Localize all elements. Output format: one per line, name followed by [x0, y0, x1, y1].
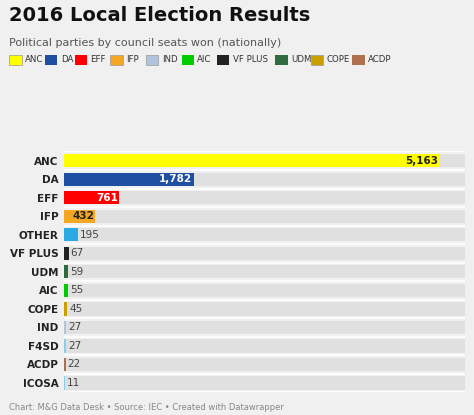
Text: 1,782: 1,782 — [159, 174, 192, 184]
Text: 432: 432 — [72, 211, 94, 221]
Text: 761: 761 — [96, 193, 118, 203]
Bar — [64, 191, 465, 205]
Text: 22: 22 — [67, 359, 81, 369]
Bar — [64, 228, 465, 242]
Bar — [64, 210, 465, 223]
Text: 11: 11 — [67, 378, 80, 388]
Bar — [64, 247, 69, 260]
Bar — [64, 358, 65, 371]
Bar — [64, 321, 66, 334]
Text: 45: 45 — [69, 304, 82, 314]
Text: 27: 27 — [68, 341, 81, 351]
Bar — [64, 321, 465, 334]
Bar — [64, 376, 465, 390]
Text: IND: IND — [162, 56, 177, 64]
Bar — [64, 358, 465, 371]
Text: 27: 27 — [68, 322, 81, 332]
Bar — [64, 228, 78, 242]
Bar — [64, 284, 68, 297]
Text: COPE: COPE — [327, 56, 350, 64]
Bar — [64, 154, 465, 167]
Bar — [64, 247, 465, 260]
Bar — [64, 173, 194, 186]
Bar — [64, 339, 66, 353]
Bar — [64, 339, 465, 353]
Text: Chart: M&G Data Desk • Source: IEC • Created with Datawrapper: Chart: M&G Data Desk • Source: IEC • Cre… — [9, 403, 284, 412]
Text: 67: 67 — [71, 248, 84, 258]
Text: VF PLUS: VF PLUS — [233, 56, 268, 64]
Bar — [64, 191, 119, 205]
Bar — [64, 210, 95, 223]
Bar — [64, 284, 465, 297]
Bar — [64, 302, 465, 315]
Text: DA: DA — [61, 56, 73, 64]
Bar — [64, 265, 465, 278]
Bar — [64, 173, 465, 186]
Text: ACDP: ACDP — [368, 56, 392, 64]
Text: EFF: EFF — [91, 56, 106, 64]
Text: 59: 59 — [70, 267, 83, 277]
Bar — [64, 154, 440, 167]
Text: 2016 Local Election Results: 2016 Local Election Results — [9, 6, 311, 25]
Text: 195: 195 — [80, 230, 100, 240]
Text: IFP: IFP — [126, 56, 139, 64]
Bar — [64, 376, 65, 390]
Text: UDM: UDM — [291, 56, 311, 64]
Bar — [64, 265, 68, 278]
Text: AIC: AIC — [197, 56, 211, 64]
Text: Political parties by council seats won (nationally): Political parties by council seats won (… — [9, 38, 282, 48]
Text: ANC: ANC — [25, 56, 44, 64]
Text: 55: 55 — [70, 286, 83, 295]
Bar — [64, 302, 67, 315]
Text: 5,163: 5,163 — [406, 156, 438, 166]
